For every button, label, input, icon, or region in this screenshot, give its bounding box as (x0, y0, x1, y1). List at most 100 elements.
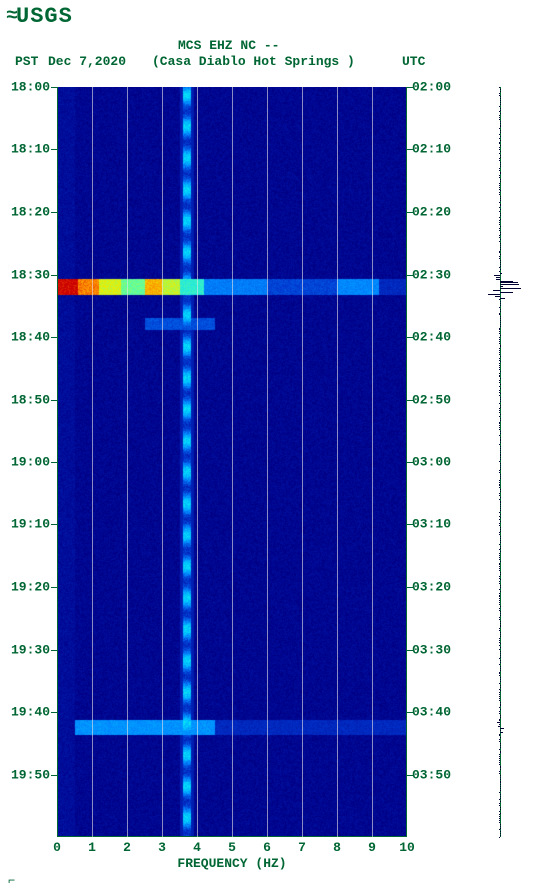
seismogram-sample (497, 722, 500, 723)
left-timezone-label: PST (15, 54, 38, 69)
y-tick-mark (51, 712, 57, 713)
seismogram-sample (499, 672, 500, 673)
seismogram-sample (499, 147, 500, 148)
seismogram-sample (500, 100, 501, 101)
seismogram-sample (500, 239, 501, 240)
seismogram-sample (499, 314, 500, 315)
seismogram-sample (499, 95, 500, 96)
seismogram-sample (499, 805, 500, 806)
seismogram-sample (500, 234, 501, 235)
seismogram-sample (500, 378, 501, 379)
seismogram-sample (498, 726, 500, 727)
seismogram-sample (500, 181, 501, 182)
seismogram-sample (499, 534, 500, 535)
seismogram-sample (500, 517, 501, 518)
seismogram-sample (500, 198, 501, 199)
seismogram-sample (499, 202, 500, 203)
seismogram-sample (500, 157, 501, 158)
y-tick-label-right: 02:10 (412, 142, 451, 157)
seismogram-sample (499, 217, 500, 218)
seismogram-sample (500, 579, 501, 580)
seismogram-sample (500, 634, 501, 635)
seismogram-sample (500, 454, 501, 455)
seismogram-sample (500, 491, 501, 492)
seismogram-sample (499, 773, 500, 774)
seismogram-sample (499, 664, 500, 665)
seismogram-sample (500, 809, 501, 810)
seismogram-sample (499, 566, 500, 567)
x-tick-label: 0 (53, 840, 61, 855)
seismogram-sample (500, 668, 501, 669)
y-tick-label-left: 19:50 (11, 767, 50, 782)
x-tick-label: 3 (158, 840, 166, 855)
y-tick-mark (51, 275, 57, 276)
seismogram-sample (499, 837, 500, 838)
seismogram-sample (500, 527, 501, 528)
seismogram-sample (499, 117, 500, 118)
x-tick-label: 1 (88, 840, 96, 855)
seismogram-sample (500, 606, 501, 607)
seismogram-sample (499, 559, 500, 560)
seismogram-sample (499, 816, 500, 817)
seismogram-sample (500, 145, 501, 146)
seismogram-sample (500, 790, 501, 791)
gridline-v (337, 87, 338, 837)
seismogram-sample (500, 784, 501, 785)
seismogram-sample (500, 440, 501, 441)
y-tick-label-right: 02:20 (412, 205, 451, 220)
seismogram-sample (500, 292, 513, 293)
seismogram-sample (500, 813, 501, 814)
seismogram-sample (499, 480, 500, 481)
seismogram-sample (500, 247, 501, 248)
seismogram-sample (500, 269, 501, 270)
seismogram-sample (500, 653, 501, 654)
y-tick-label-left: 18:20 (11, 205, 50, 220)
seismogram-sample (499, 619, 500, 620)
seismogram-sample (499, 792, 500, 793)
seismogram-sample (500, 613, 501, 614)
seismogram-sample (499, 395, 500, 396)
y-tick-label-right: 02:00 (412, 80, 451, 95)
seismogram-sample (500, 205, 501, 206)
seismogram-sample (500, 489, 501, 490)
seismogram-sample (500, 335, 501, 336)
seismogram-sample (500, 245, 501, 246)
seismogram-sample (499, 138, 500, 139)
seismogram-sample (500, 655, 501, 656)
seismogram-sample (500, 123, 501, 124)
seismogram-sample (500, 769, 501, 770)
seismogram-sample (499, 228, 500, 229)
seismogram-sample (500, 779, 501, 780)
seismogram-sample (499, 153, 500, 154)
seismogram-sample (500, 687, 501, 688)
seismogram-sample (500, 666, 501, 667)
seismogram-sample (499, 142, 500, 143)
gridline-v (162, 87, 163, 837)
seismogram-sample (500, 782, 501, 783)
seismogram-sample (499, 604, 500, 605)
seismogram-sample (499, 525, 500, 526)
seismogram-sample (500, 467, 501, 468)
seismogram-sample (500, 200, 501, 201)
seismogram-sample (500, 521, 501, 522)
x-tick-label: 6 (263, 840, 271, 855)
seismogram-sample (499, 390, 500, 391)
seismogram-sample (500, 281, 513, 282)
seismogram-sample (499, 707, 500, 708)
x-tick-label: 9 (368, 840, 376, 855)
seismogram-sample (500, 301, 501, 302)
seismogram-sample (500, 371, 501, 372)
seismogram-sample (500, 431, 501, 432)
seismogram-sample (499, 484, 500, 485)
seismogram-sample (499, 499, 500, 500)
seismogram-sample (500, 685, 501, 686)
seismogram-sample (499, 642, 500, 643)
seismogram-sample (499, 350, 500, 351)
seismogram-sample (500, 626, 501, 627)
gridline-v (92, 87, 93, 837)
seismogram-sample (500, 679, 501, 680)
seismogram-sample (500, 437, 501, 438)
y-tick-label-left: 18:30 (11, 267, 50, 282)
seismogram-sample (499, 578, 500, 579)
y-tick-label-left: 18:50 (11, 392, 50, 407)
